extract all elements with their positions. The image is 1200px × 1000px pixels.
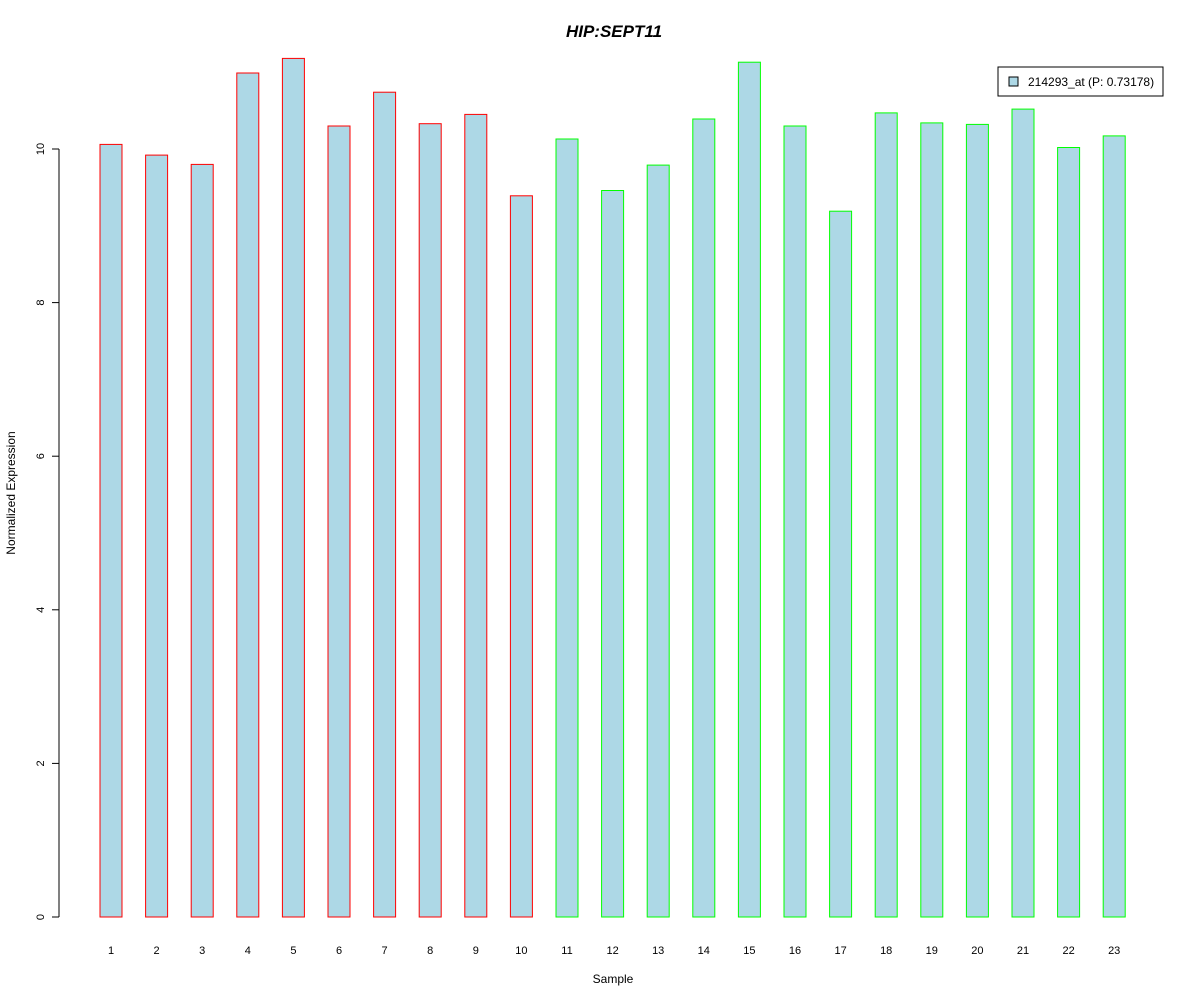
x-tick-label: 12 [606,945,618,957]
y-tick-label: 6 [35,453,47,459]
bar-sample-20 [965,123,989,918]
bar-sample-17 [829,210,853,918]
y-tick-label: 10 [35,143,47,155]
x-tick-label: 15 [743,945,755,957]
x-tick-label: 13 [652,945,664,957]
x-tick-labels: 1 2 3 4 5 6 7 8 9 10 11 12 13 14 15 16 17 18 19 20 21 22 23 [108,945,1120,957]
legend: 214293_at (P: 0.73178) [997,66,1164,97]
x-tick-label: 22 [1062,945,1074,957]
x-tick-label: 11 [561,945,572,957]
bar-sample-19 [920,122,944,918]
x-tick-label: 5 [290,945,296,957]
x-tick-label: 14 [698,945,710,957]
bar-sample-7 [373,91,397,918]
bar-sample-14 [692,118,716,918]
bar-sample-18 [874,112,898,918]
y-axis: 0 2 4 6 8 10 [35,143,60,920]
bar-sample-16 [783,125,807,918]
bar-sample-4 [236,72,260,918]
x-tick-label: 20 [971,945,983,957]
x-tick-label: 8 [427,945,433,957]
x-tick-label: 19 [926,945,938,957]
x-tick-label: 1 [108,945,114,957]
bar-sample-11 [555,138,579,918]
y-axis-title: Normalized Expression [4,431,18,554]
legend-box [997,66,1164,97]
x-tick-label: 21 [1017,945,1029,957]
legend-label: 214293_at (P: 0.73178) [1028,75,1154,89]
x-tick-label: 16 [789,945,801,957]
x-tick-label: 9 [473,945,479,957]
y-tick-label: 8 [35,300,47,306]
bar-sample-3 [190,163,214,918]
bar-sample-22 [1057,147,1081,918]
x-tick-label: 18 [880,945,892,957]
bar-sample-1 [99,143,123,918]
x-axis-title: Sample [593,972,634,986]
bar-sample-5 [281,57,305,918]
x-tick-label: 4 [245,945,251,957]
x-tick-label: 3 [199,945,205,957]
bar-sample-12 [601,190,625,918]
bar-sample-8 [418,123,442,918]
y-tick-label: 4 [35,607,47,613]
x-tick-label: 7 [382,945,388,957]
bar-sample-23 [1102,135,1126,918]
bar-sample-9 [464,113,488,918]
x-tick-label: 2 [154,945,160,957]
x-tick-label: 10 [515,945,527,957]
x-tick-label: 23 [1108,945,1120,957]
bars [99,57,1126,918]
bar-sample-10 [509,195,533,918]
chart-title: HIP:SEPT11 [566,22,662,41]
y-tick-label: 0 [35,914,47,920]
x-tick-label: 6 [336,945,342,957]
x-tick-label: 17 [834,945,846,957]
legend-swatch [1008,76,1019,87]
bar-sample-15 [737,61,761,918]
bar-sample-2 [145,154,169,918]
y-tick-label: 2 [35,760,47,766]
bar-sample-6 [327,125,351,918]
bar-sample-13 [646,164,670,918]
bar-sample-21 [1011,108,1035,918]
